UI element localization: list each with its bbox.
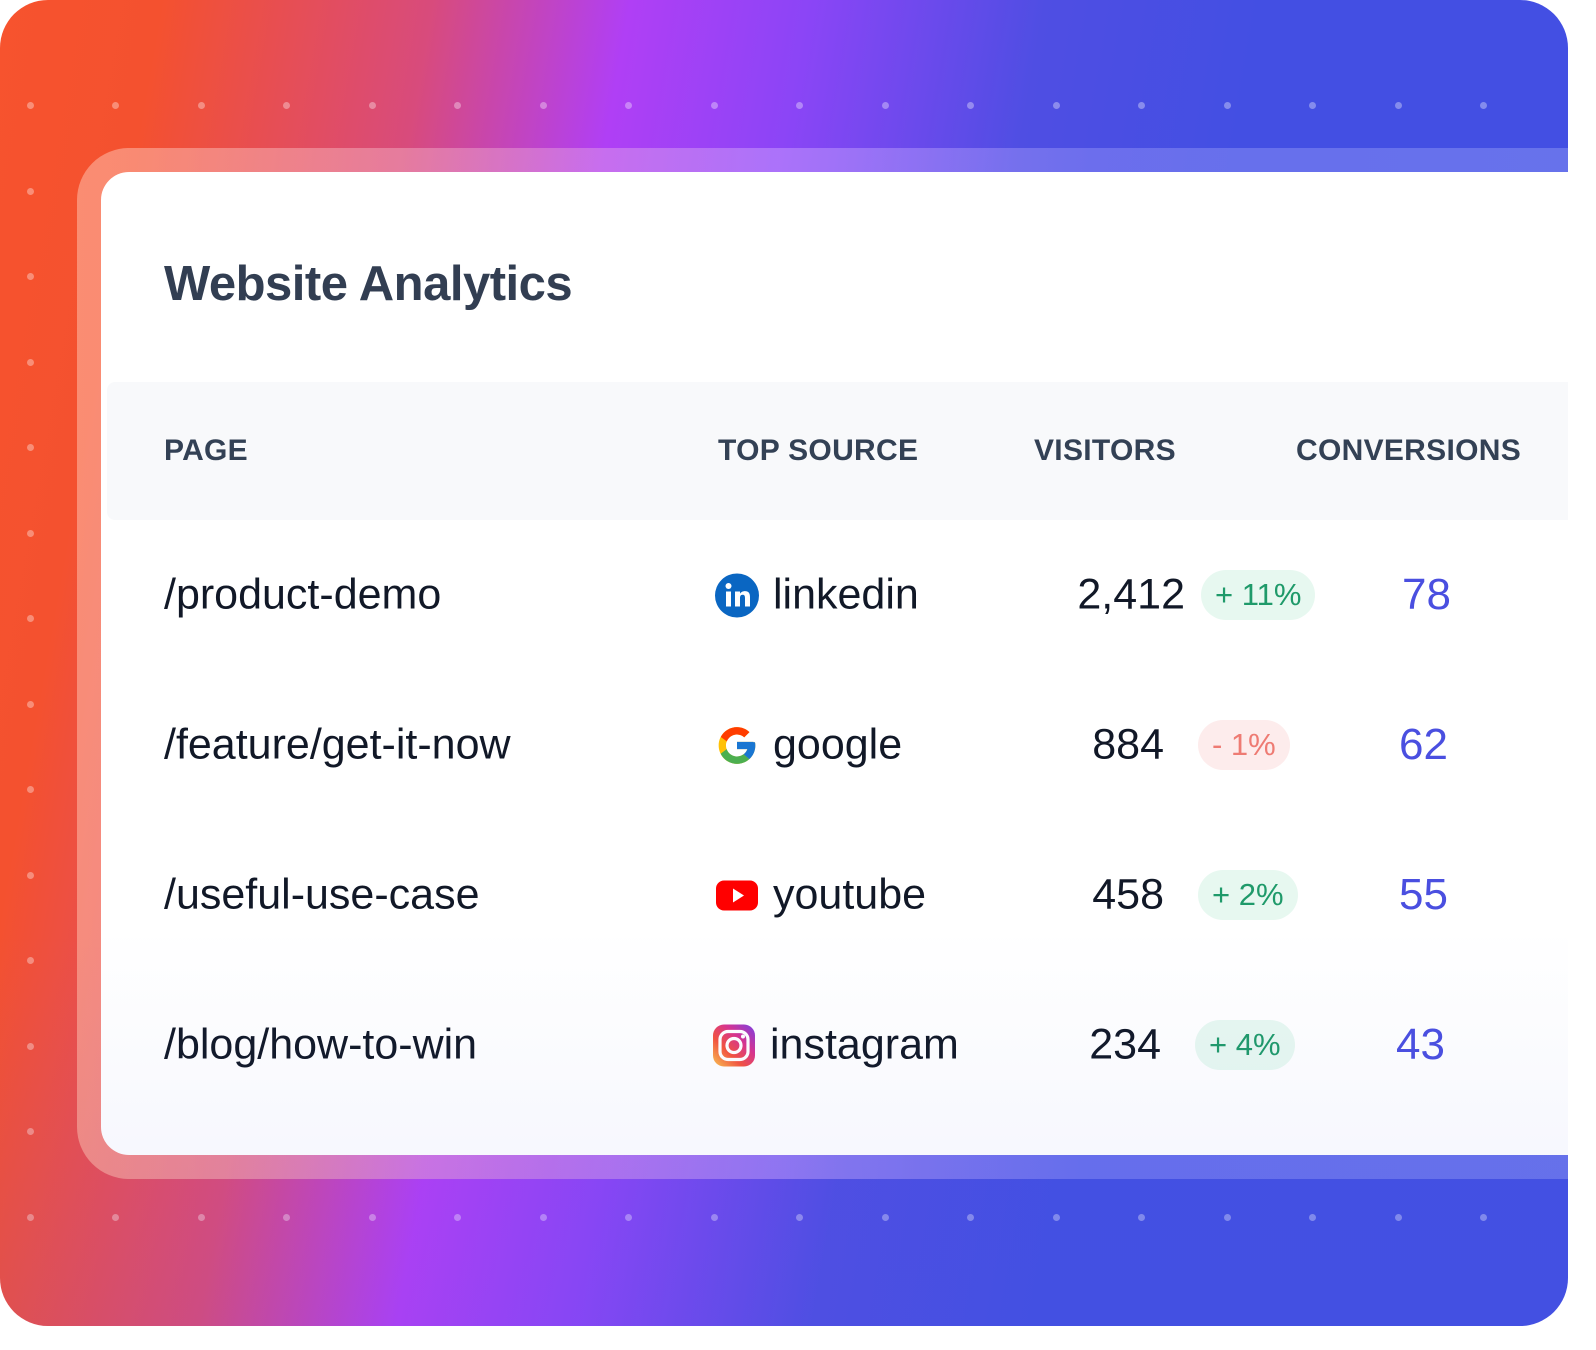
- column-header-page[interactable]: PAGE: [164, 434, 248, 467]
- page-path[interactable]: /product-demo: [164, 570, 442, 619]
- visitors-count: 234: [1089, 1020, 1161, 1069]
- trend-badge: - 1%: [1198, 720, 1290, 770]
- table-row[interactable]: /feature/get-it-now google 884 - 1% 62: [101, 670, 1568, 820]
- table-header: PAGE TOP SOURCE VISITORS CONVERSIONS: [107, 382, 1568, 520]
- source-name: google: [773, 720, 903, 769]
- source-name: instagram: [770, 1020, 959, 1069]
- column-header-top-source[interactable]: TOP SOURCE: [718, 434, 919, 467]
- conversions-count: 62: [1399, 720, 1448, 769]
- youtube-icon: [715, 873, 759, 917]
- card-title: Website Analytics: [164, 257, 573, 311]
- source-name: linkedin: [773, 570, 919, 619]
- decorative-dots-bottom: [0, 1214, 1568, 1222]
- column-header-visitors[interactable]: VISITORS: [1034, 434, 1176, 467]
- page-path[interactable]: /feature/get-it-now: [164, 720, 511, 769]
- top-source: linkedin: [715, 571, 919, 620]
- visitors-count: 458: [1092, 870, 1164, 919]
- page-path[interactable]: /blog/how-to-win: [164, 1020, 478, 1069]
- visitors-count: 2,412: [1077, 570, 1185, 619]
- trend-badge: + 2%: [1198, 870, 1298, 920]
- instagram-icon: [712, 1023, 756, 1067]
- gradient-background: Website Analytics PAGE TOP SOURCE VISITO…: [0, 0, 1568, 1326]
- trend-badge: + 4%: [1195, 1020, 1295, 1070]
- conversions-count: 43: [1396, 1020, 1445, 1069]
- top-source: instagram: [712, 1021, 959, 1070]
- google-icon: [715, 723, 759, 767]
- visitors-count: 884: [1092, 720, 1164, 769]
- conversions-count: 78: [1402, 570, 1451, 619]
- page-path[interactable]: /useful-use-case: [164, 870, 480, 919]
- decorative-dots-top: [0, 102, 1568, 110]
- analytics-card: Website Analytics PAGE TOP SOURCE VISITO…: [101, 172, 1568, 1155]
- top-source: youtube: [715, 871, 926, 920]
- top-source: google: [715, 721, 902, 770]
- table-row[interactable]: /blog/how-to-win: [101, 970, 1568, 1120]
- column-header-conversions[interactable]: CONVERSIONS: [1296, 434, 1522, 467]
- conversions-count: 55: [1399, 870, 1448, 919]
- linkedin-icon: [715, 573, 759, 617]
- source-name: youtube: [773, 870, 927, 919]
- table-row[interactable]: /product-demo linkedin 2,412 + 11% 78: [101, 520, 1568, 670]
- trend-badge: + 11%: [1201, 570, 1316, 620]
- table-row[interactable]: /useful-use-case youtube 458 + 2% 55: [101, 820, 1568, 970]
